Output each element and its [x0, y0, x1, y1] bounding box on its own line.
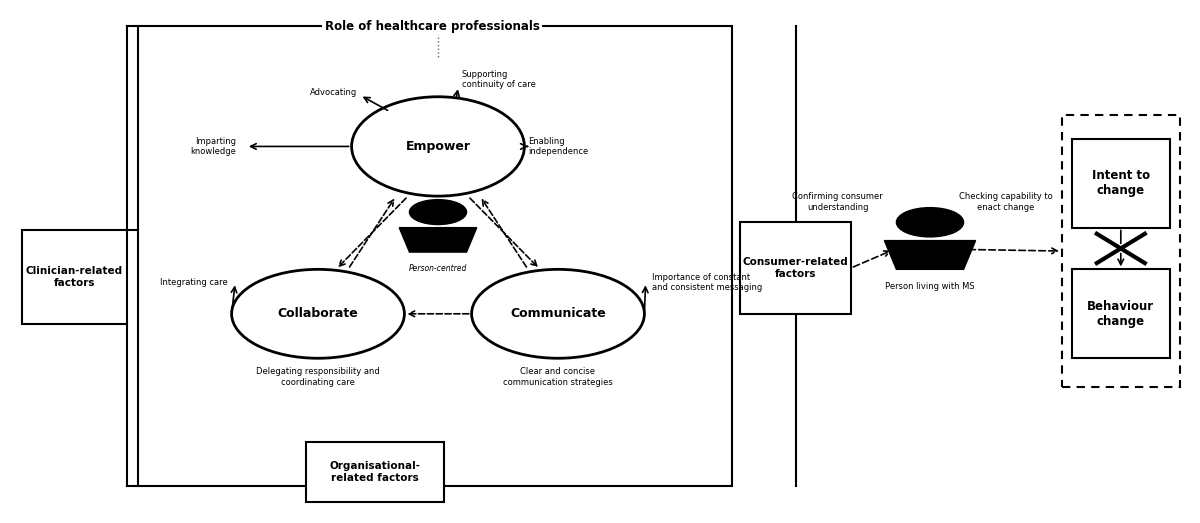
Ellipse shape: [472, 269, 644, 358]
Polygon shape: [400, 228, 476, 252]
Text: Collaborate: Collaborate: [277, 308, 359, 320]
Circle shape: [896, 208, 964, 237]
Bar: [22, 230, 127, 324]
Text: Intent to
change: Intent to change: [1092, 169, 1150, 197]
Text: Role of healthcare professionals: Role of healthcare professionals: [324, 20, 540, 32]
Bar: [1072, 269, 1170, 358]
Text: Consumer-related
factors: Consumer-related factors: [743, 257, 848, 279]
Text: Enabling
independence: Enabling independence: [528, 137, 588, 156]
Text: Supporting
continuity of care: Supporting continuity of care: [462, 70, 536, 89]
Ellipse shape: [232, 269, 404, 358]
Text: Organisational-
related factors: Organisational- related factors: [330, 461, 420, 483]
Text: Communicate: Communicate: [510, 308, 606, 320]
Text: Person living with MS: Person living with MS: [886, 282, 974, 291]
Ellipse shape: [228, 58, 648, 465]
Bar: [306, 442, 444, 502]
Text: Clinician-related
factors: Clinician-related factors: [26, 266, 122, 288]
Text: Importance of constant
and consistent messaging: Importance of constant and consistent me…: [652, 272, 762, 292]
Circle shape: [409, 200, 467, 224]
Bar: [1062, 115, 1180, 387]
Bar: [1072, 139, 1170, 228]
Text: Advocating: Advocating: [311, 88, 358, 97]
Bar: [740, 222, 851, 314]
Text: Empower: Empower: [406, 140, 470, 153]
Text: Delegating responsibility and
coordinating care: Delegating responsibility and coordinati…: [256, 367, 380, 386]
Text: Integrating care: Integrating care: [161, 278, 228, 287]
Text: Imparting
knowledge: Imparting knowledge: [191, 137, 236, 156]
Text: Confirming consumer
understanding: Confirming consumer understanding: [792, 192, 883, 212]
Text: Behaviour
change: Behaviour change: [1087, 300, 1154, 328]
Text: Clear and concise
communication strategies: Clear and concise communication strategi…: [503, 367, 613, 386]
Ellipse shape: [352, 97, 524, 196]
Polygon shape: [884, 241, 976, 269]
Text: Person-centred: Person-centred: [409, 264, 467, 273]
Text: Checking capability to
enact change: Checking capability to enact change: [959, 192, 1052, 212]
Bar: [138, 26, 732, 486]
